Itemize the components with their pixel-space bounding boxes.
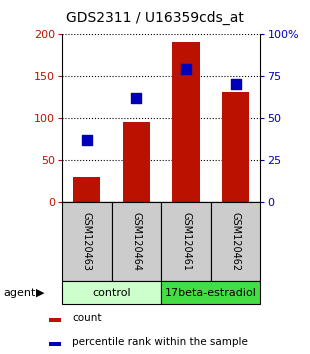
Text: agent: agent bbox=[3, 288, 35, 298]
Text: GSM120464: GSM120464 bbox=[131, 212, 141, 271]
Bar bbox=[62, 202, 112, 281]
Point bbox=[84, 137, 89, 142]
Bar bbox=[123, 122, 150, 202]
Text: percentile rank within the sample: percentile rank within the sample bbox=[72, 337, 248, 347]
Text: 17beta-estradiol: 17beta-estradiol bbox=[165, 288, 257, 298]
Bar bbox=[161, 281, 260, 304]
Bar bbox=[211, 202, 260, 281]
Bar bbox=[161, 202, 211, 281]
Text: GSM120462: GSM120462 bbox=[231, 212, 241, 271]
Bar bbox=[49, 318, 61, 322]
Point bbox=[184, 66, 188, 72]
Bar bbox=[222, 92, 249, 202]
Point bbox=[134, 95, 139, 101]
Text: ▶: ▶ bbox=[36, 288, 44, 298]
Bar bbox=[112, 202, 161, 281]
Text: GDS2311 / U16359cds_at: GDS2311 / U16359cds_at bbox=[66, 11, 244, 25]
Point bbox=[233, 81, 238, 87]
Bar bbox=[49, 342, 61, 346]
Bar bbox=[73, 177, 100, 202]
Text: count: count bbox=[72, 313, 102, 323]
Bar bbox=[62, 281, 161, 304]
Bar bbox=[172, 42, 200, 202]
Text: GSM120461: GSM120461 bbox=[181, 212, 191, 271]
Text: control: control bbox=[92, 288, 131, 298]
Text: GSM120463: GSM120463 bbox=[82, 212, 92, 271]
